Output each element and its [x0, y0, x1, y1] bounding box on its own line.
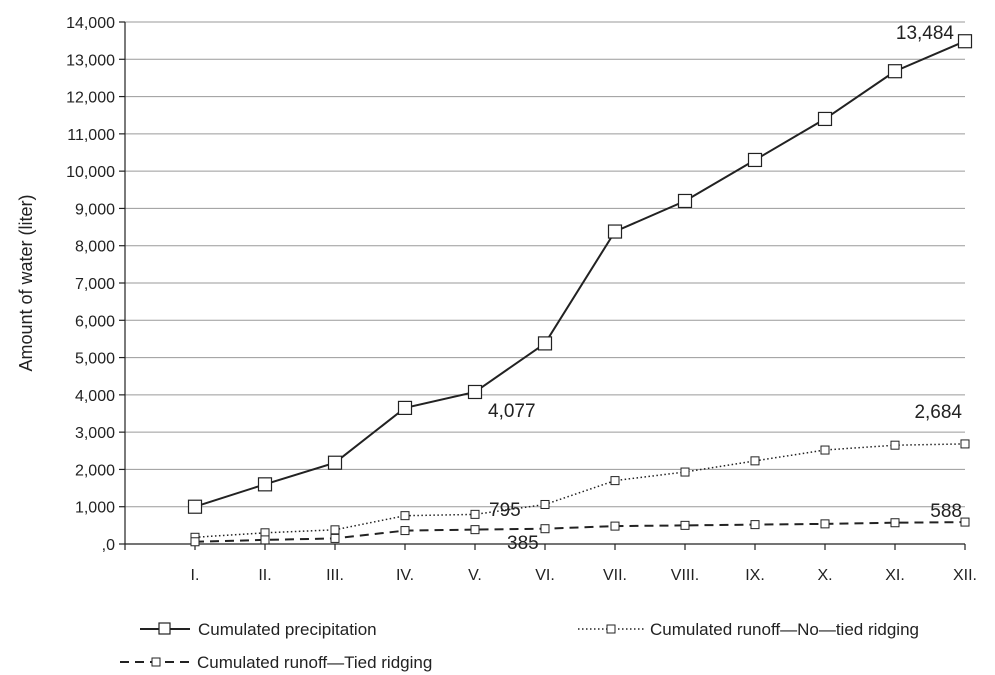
data-label-4077: 4,077 [488, 401, 536, 422]
y-tick-label: 7,000 [75, 276, 115, 293]
y-tick-label: ,0 [102, 537, 115, 554]
series-2 [190, 439, 970, 542]
legend-item-runoff-no-tied: Cumulated runoff—No—tied ridging [578, 620, 919, 639]
legend-swatch-marker [606, 624, 616, 634]
y-tick-label: 1,000 [75, 500, 115, 517]
data-point-marker [680, 520, 690, 530]
series-line [194, 521, 966, 543]
data-label-588: 588 [930, 501, 962, 522]
legend-item-runoff-tied: Cumulated runoff—Tied ridging [120, 653, 432, 672]
series-line [194, 443, 966, 539]
data-point-marker [820, 445, 830, 455]
data-point-marker [257, 477, 273, 492]
legend: Cumulated precipitation Cumulated runoff… [120, 620, 919, 672]
x-tick-label: VI. [535, 567, 555, 584]
data-point-marker [960, 439, 970, 449]
series-1 [187, 34, 973, 514]
data-point-marker [330, 525, 340, 535]
y-axis-title: Amount of water (liter) [16, 194, 36, 371]
data-point-marker [470, 509, 480, 519]
gridlines [125, 21, 965, 508]
x-tick-label: XI. [885, 567, 905, 584]
data-point-marker [960, 517, 970, 527]
x-tick-label: VIII. [671, 567, 699, 584]
data-point-marker [540, 499, 550, 509]
data-point-marker [890, 518, 900, 528]
data-point-marker [327, 455, 343, 470]
data-point-marker [750, 456, 760, 466]
y-tick-label: 3,000 [75, 425, 115, 442]
data-point-marker [187, 499, 203, 514]
x-tick-label: IV. [396, 567, 414, 584]
x-tick-labels: I. II. III. IV. V. VI. VII. VIII. IX. X. XI. XII. [124, 544, 977, 584]
data-point-marker [750, 520, 760, 530]
x-tick-label: II. [258, 567, 271, 584]
y-tick-labels: ,0 1,000 2,000 3,000 4,000 5,000 6,000 7,000 8,0… [66, 15, 125, 554]
x-tick-label: IX. [745, 567, 765, 584]
data-point-marker [677, 193, 693, 209]
data-point-marker [887, 64, 903, 79]
data-point-marker [400, 511, 410, 521]
data-point-marker [397, 400, 413, 416]
data-point-marker [260, 535, 270, 545]
x-tick-label: III. [326, 567, 344, 584]
data-point-marker [610, 476, 620, 486]
data-label-13484: 13,484 [896, 23, 955, 44]
legend-label: Cumulated runoff—No—tied ridging [650, 620, 919, 639]
data-point-marker [680, 467, 690, 477]
data-point-marker [817, 111, 833, 127]
legend-label: Cumulated runoff—Tied ridging [197, 653, 432, 672]
y-tick-label: 5,000 [75, 351, 115, 368]
data-point-marker [190, 537, 200, 547]
series-line [194, 40, 966, 508]
series-3 [190, 517, 970, 547]
data-label-385: 385 [507, 533, 539, 554]
legend-swatch-marker [151, 657, 161, 667]
data-point-marker [607, 224, 623, 239]
data-point-marker [610, 521, 620, 531]
data-label-795: 795 [489, 500, 521, 521]
data-point-marker [330, 533, 340, 543]
y-tick-label: 14,000 [66, 15, 115, 32]
x-tick-label: X. [817, 567, 832, 584]
x-tick-label: XII. [953, 567, 977, 584]
legend-swatch-marker [158, 622, 171, 635]
legend-label: Cumulated precipitation [198, 620, 377, 639]
y-tick-label: 11,000 [67, 127, 115, 144]
y-tick-label: 13,000 [66, 52, 115, 69]
y-tick-label: 4,000 [75, 388, 115, 405]
legend-item-precipitation: Cumulated precipitation [140, 620, 377, 639]
x-tick-label: I. [191, 567, 200, 584]
data-point-marker [820, 519, 830, 529]
data-point-marker [467, 384, 483, 400]
x-tick-label: VII. [603, 567, 627, 584]
y-tick-label: 10,000 [66, 164, 115, 181]
y-tick-label: 8,000 [75, 239, 115, 256]
data-point-marker [470, 525, 480, 535]
y-tick-label: 6,000 [75, 313, 115, 330]
data-point-marker [957, 34, 973, 49]
data-label-2684: 2,684 [914, 402, 962, 423]
y-tick-label: 12,000 [66, 90, 115, 107]
y-tick-label: 9,000 [75, 201, 115, 218]
y-tick-label: 2,000 [75, 462, 115, 479]
data-point-marker [747, 152, 763, 168]
data-labels: 13,484 4,077 2,684 795 588 385 [488, 23, 962, 554]
data-point-marker [400, 526, 410, 536]
data-point-marker [540, 524, 550, 534]
x-tick-label: V. [468, 567, 482, 584]
data-point-marker [537, 336, 553, 351]
series-group [187, 34, 973, 547]
data-point-marker [890, 440, 900, 450]
